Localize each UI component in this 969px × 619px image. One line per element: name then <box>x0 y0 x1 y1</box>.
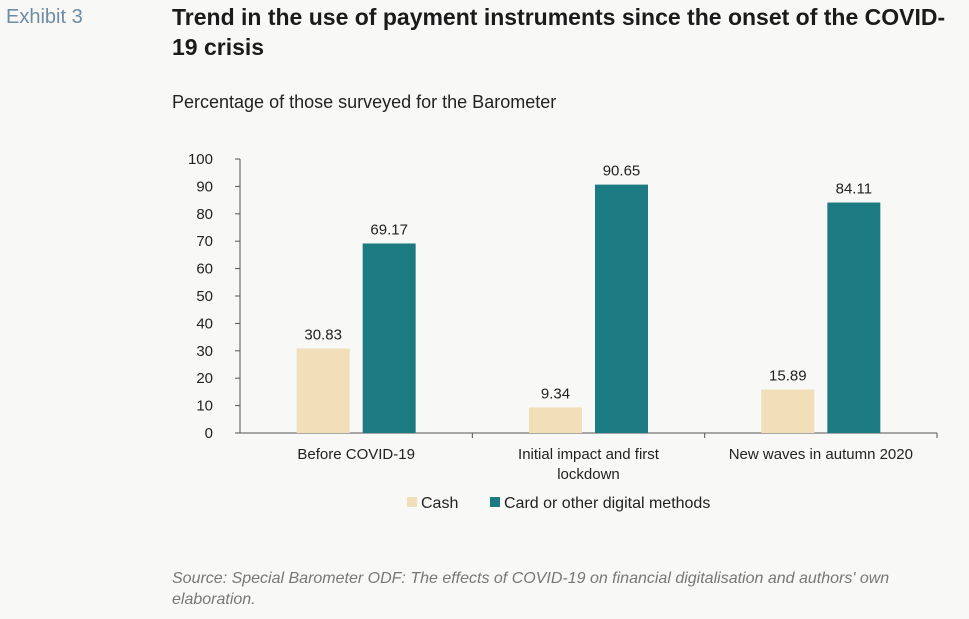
legend-swatch <box>407 497 417 507</box>
bar <box>595 184 648 433</box>
y-tick-label: 90 <box>196 178 213 195</box>
data-label: 9.34 <box>541 385 570 402</box>
legend-label: Cash <box>421 495 458 512</box>
source-note: Source: Special Barometer ODF: The effec… <box>172 570 890 608</box>
chart-subtitle: Percentage of those surveyed for the Bar… <box>172 92 557 112</box>
y-tick-label: 80 <box>196 206 213 223</box>
bar <box>529 407 582 433</box>
legend-swatch <box>490 497 500 507</box>
y-tick-label: 100 <box>188 151 213 168</box>
bar <box>761 389 815 433</box>
y-tick-label: 40 <box>196 315 213 332</box>
x-tick-label: lockdown <box>557 466 620 483</box>
y-tick-label: 20 <box>196 370 213 387</box>
bar <box>827 202 881 433</box>
y-tick-label: 30 <box>196 343 213 360</box>
bar <box>296 348 350 433</box>
data-label: 15.89 <box>769 367 807 384</box>
legend-label: Card or other digital methods <box>504 495 710 512</box>
x-tick-label: New waves in autumn 2020 <box>729 446 913 463</box>
y-tick-label: 50 <box>196 288 213 305</box>
data-label: 69.17 <box>370 221 408 238</box>
data-label: 84.11 <box>836 181 872 198</box>
x-tick-label: Initial impact and first <box>518 446 660 463</box>
y-tick-label: 70 <box>196 233 213 250</box>
data-label: 30.83 <box>304 327 342 344</box>
y-tick-label: 10 <box>196 398 213 415</box>
x-tick-label: Before COVID-19 <box>297 446 415 463</box>
exhibit-label: Exhibit 3 <box>6 6 83 28</box>
y-tick-label: 60 <box>196 261 213 278</box>
chart-title: Trend in the use of payment instruments … <box>172 4 946 60</box>
bar <box>362 243 416 433</box>
data-label: 90.65 <box>603 163 641 180</box>
y-tick-label: 0 <box>205 425 213 442</box>
